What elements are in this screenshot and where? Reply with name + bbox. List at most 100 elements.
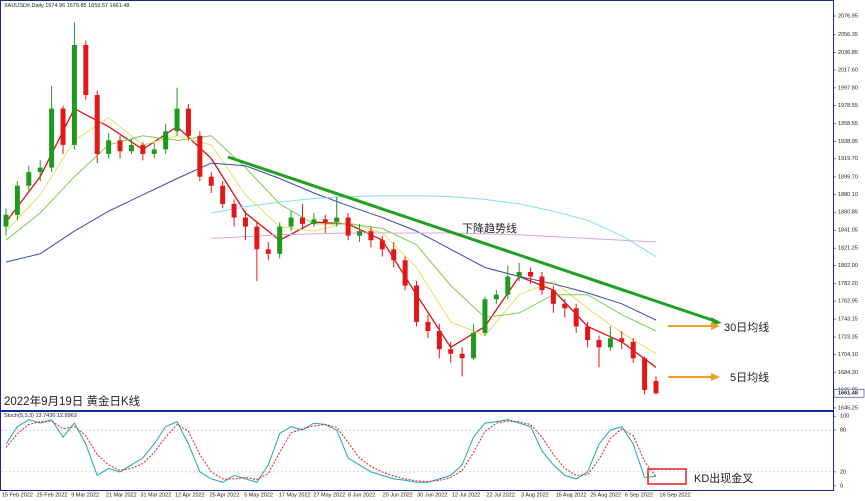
main-panel — [0, 0, 834, 411]
y-tick-label: 2076.95 — [838, 13, 858, 19]
candle-body — [607, 338, 613, 348]
x-tick-label: 17 May 2022 — [279, 492, 311, 498]
candle-body — [459, 353, 465, 359]
candle-body — [3, 214, 9, 227]
low: 1659.57 — [88, 3, 108, 9]
candle-body — [653, 380, 659, 394]
candle-body — [163, 131, 169, 150]
candle-body — [619, 338, 625, 342]
candle-body — [493, 294, 499, 300]
candle-body — [322, 219, 328, 223]
candle-body — [585, 326, 591, 341]
header: XAUUSD#,Daily 1674.96 1679.85 1659.57 16… — [4, 3, 129, 9]
high: 1679.85 — [67, 3, 87, 9]
k-last: 13.7436 — [36, 413, 56, 419]
candle-body — [60, 108, 66, 145]
candle-body — [573, 308, 579, 327]
highlight-box — [647, 468, 687, 485]
candle-body — [231, 203, 237, 218]
y-tick-label: 2056.35 — [838, 32, 858, 38]
x-tick-label: 27 May 2022 — [313, 492, 345, 498]
y-tick-label: 1899.70 — [838, 174, 858, 180]
candle-body — [299, 217, 305, 224]
y-tick-label: 100 — [840, 414, 849, 420]
x-tick-label: 12 Apr 2022 — [175, 492, 205, 498]
candle-body — [630, 341, 636, 359]
candle-body — [528, 272, 534, 277]
x-tick-label: 30 Jun 2022 — [417, 492, 447, 498]
candle-body — [596, 340, 602, 348]
x-tick-label: 3 Aug 2022 — [521, 492, 549, 498]
moving-average — [5, 117, 657, 355]
close: 1661.48 — [110, 3, 130, 9]
candle-body — [117, 140, 123, 152]
y-tick-label: 1743.15 — [838, 317, 858, 323]
y-tick-label: 1880.10 — [838, 192, 858, 198]
candle-body — [277, 226, 283, 254]
candle-body — [482, 299, 488, 333]
x-tick-label: 22 Jul 2022 — [486, 492, 514, 498]
open: 1674.96 — [45, 3, 65, 9]
y-tick-label: 1938.95 — [838, 139, 858, 145]
x-tick-label: 9 Mar 2022 — [71, 492, 99, 498]
candle-body — [345, 217, 351, 236]
candle-body — [26, 172, 32, 186]
y-tick-label: 20 — [840, 469, 846, 475]
moving-average — [5, 107, 657, 368]
stoch-panel — [0, 411, 834, 491]
y-tick-label: 1919.70 — [838, 156, 858, 162]
candle-body — [288, 217, 294, 227]
candle-body — [94, 94, 100, 154]
candle-body — [425, 321, 431, 332]
y-tick-label: 1704.10 — [838, 352, 858, 358]
y-tick-label: 1762.95 — [838, 299, 858, 305]
annotation: KD出现金叉 — [694, 471, 753, 485]
annotation: 下降趋势线 — [462, 221, 517, 235]
y-tick-label: 1723.35 — [838, 335, 858, 341]
candle-body — [436, 331, 442, 350]
candle-body — [402, 260, 408, 286]
candle-body — [357, 231, 363, 236]
moving-average — [5, 162, 657, 321]
price-box — [833, 388, 865, 398]
x-tick-label: 25 Apr 2022 — [210, 492, 240, 498]
stoch-title: Stoch(5,3,3) — [4, 413, 34, 419]
x-tick-label: 20 Jun 2022 — [383, 492, 413, 498]
candle-body — [185, 108, 191, 136]
trend-arrow — [711, 317, 722, 325]
candle-body — [128, 144, 134, 152]
candle-body — [140, 144, 146, 154]
y-tick-label: 2017.60 — [838, 67, 858, 73]
y-tick-label: 1821.25 — [838, 246, 858, 252]
candle-body — [14, 185, 20, 215]
candle-body — [208, 176, 214, 186]
x-tick-label: 15 Aug 2022 — [556, 492, 587, 498]
y-tick-label: 1997.80 — [838, 85, 858, 91]
annotation: 5日均线 — [730, 370, 769, 384]
stoch-header: Stoch(5,3,3) 13.7436 12.8963 — [4, 413, 77, 419]
y-tick-label: 1841.05 — [838, 228, 858, 234]
x-tick-label: 25 Feb 2022 — [37, 492, 68, 498]
candle-body — [505, 276, 511, 295]
trend-line — [227, 155, 719, 324]
candle-body — [242, 217, 248, 227]
candle-body — [151, 149, 157, 154]
arrow-head — [711, 373, 720, 381]
arrow-head — [711, 322, 720, 330]
candle-body — [254, 226, 260, 250]
y-tick-label: 1958.55 — [838, 121, 858, 127]
x-tick-label: 25 Aug 2022 — [590, 492, 621, 498]
moving-average — [211, 232, 657, 243]
y-tick-label: 1645.25 — [838, 405, 858, 411]
candle-body — [49, 108, 55, 168]
candle-body — [37, 167, 43, 173]
candle-body — [368, 231, 374, 241]
candle-body — [106, 140, 112, 154]
candle-body — [220, 185, 226, 204]
x-tick-label: 31 Mar 2022 — [140, 492, 171, 498]
candle-body — [391, 249, 397, 261]
candle-body — [448, 349, 454, 354]
candle-body — [334, 217, 340, 223]
candle-body — [550, 290, 556, 304]
